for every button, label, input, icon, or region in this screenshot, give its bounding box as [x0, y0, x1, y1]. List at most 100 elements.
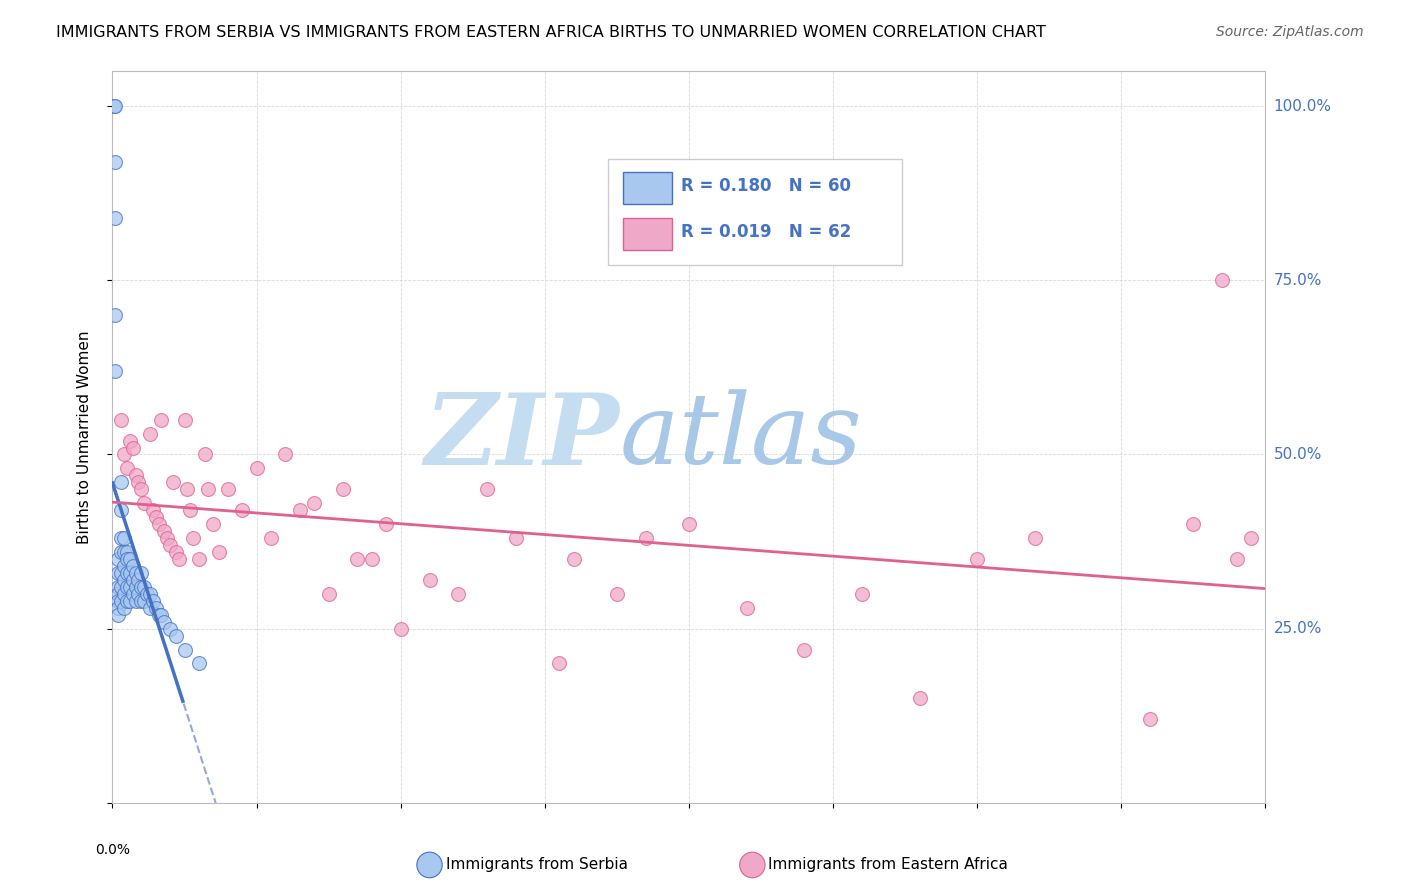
Point [124, 566, 146, 580]
Point [134, 594, 156, 608]
Point [107, 552, 129, 566]
Point [118, 434, 141, 448]
Point [118, 552, 141, 566]
Point [104, 211, 127, 225]
Point [167, 552, 190, 566]
Point [1240, 531, 1263, 545]
Point [112, 448, 135, 462]
Point [104, 99, 127, 113]
Point [107, 580, 129, 594]
Point [145, 600, 167, 615]
Point [908, 691, 931, 706]
Point [112, 545, 135, 559]
Point [260, 531, 283, 545]
Point [148, 607, 170, 622]
Point [375, 517, 398, 532]
Point [129, 580, 153, 594]
Point [153, 524, 176, 538]
Point [110, 475, 132, 490]
Point [121, 558, 143, 573]
Point [139, 426, 162, 441]
Point [735, 600, 758, 615]
Point [246, 461, 269, 475]
Point [389, 622, 412, 636]
Point [115, 594, 138, 608]
Point [129, 483, 153, 497]
Text: Immigrants from Eastern Africa: Immigrants from Eastern Africa [769, 857, 1008, 872]
Point [288, 503, 311, 517]
Point [134, 496, 156, 510]
FancyBboxPatch shape [623, 218, 672, 250]
Text: Immigrants from Serbia: Immigrants from Serbia [446, 857, 627, 872]
Text: 25.0%: 25.0% [1274, 621, 1322, 636]
Point [110, 545, 132, 559]
Point [150, 607, 173, 622]
Point [112, 531, 135, 545]
Point [118, 580, 141, 594]
Point [104, 364, 127, 378]
Point [110, 594, 132, 608]
Point [1139, 712, 1161, 726]
Point [176, 483, 198, 497]
Point [332, 483, 354, 497]
Text: R = 0.019   N = 62: R = 0.019 N = 62 [681, 223, 851, 241]
Point [419, 573, 441, 587]
Point [145, 510, 167, 524]
Point [112, 600, 135, 615]
Point [127, 587, 149, 601]
Point [165, 629, 187, 643]
Text: 75.0%: 75.0% [1274, 273, 1322, 288]
Point [121, 441, 143, 455]
Point [110, 531, 132, 545]
Point [124, 594, 146, 608]
Point [121, 573, 143, 587]
Point [1182, 517, 1205, 532]
Point [142, 594, 165, 608]
Y-axis label: Births to Unmarried Women: Births to Unmarried Women [77, 330, 91, 544]
Text: 100.0%: 100.0% [1274, 99, 1331, 113]
Text: 50.0%: 50.0% [1274, 447, 1322, 462]
Point [173, 642, 195, 657]
Point [124, 468, 146, 483]
Point [115, 461, 138, 475]
Point [104, 155, 127, 169]
Point [110, 566, 132, 580]
Point [447, 587, 470, 601]
Point [107, 607, 129, 622]
Point [103, 99, 125, 113]
Point [851, 587, 873, 601]
Point [129, 566, 153, 580]
Point [562, 552, 585, 566]
Point [112, 558, 135, 573]
Point [217, 483, 239, 497]
Point [118, 594, 141, 608]
Text: 0.0%: 0.0% [96, 843, 129, 857]
Point [505, 531, 527, 545]
Point [1024, 531, 1046, 545]
Point [112, 587, 135, 601]
Point [360, 552, 382, 566]
Point [156, 531, 179, 545]
Point [104, 308, 127, 322]
Point [202, 517, 225, 532]
Point [139, 587, 162, 601]
Point [115, 552, 138, 566]
Text: Source: ZipAtlas.com: Source: ZipAtlas.com [1216, 25, 1364, 39]
Point [173, 412, 195, 426]
Ellipse shape [416, 852, 443, 878]
FancyBboxPatch shape [623, 171, 672, 203]
Point [121, 587, 143, 601]
Point [304, 496, 326, 510]
Point [118, 566, 141, 580]
Point [165, 545, 187, 559]
Point [127, 573, 149, 587]
Point [159, 622, 181, 636]
Point [188, 657, 211, 671]
Text: R = 0.180   N = 60: R = 0.180 N = 60 [681, 178, 851, 195]
Point [107, 587, 129, 601]
Point [966, 552, 988, 566]
Point [179, 503, 201, 517]
Point [107, 594, 129, 608]
Text: ZIP: ZIP [425, 389, 620, 485]
Point [115, 566, 138, 580]
